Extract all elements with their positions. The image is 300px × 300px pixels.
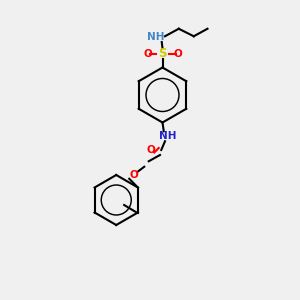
Text: S: S [158,47,167,60]
Text: NH: NH [159,131,176,141]
Text: O: O [129,170,138,180]
Text: NH: NH [148,32,165,43]
Text: O: O [173,49,182,59]
Text: O: O [147,145,156,155]
Text: O: O [143,49,152,59]
